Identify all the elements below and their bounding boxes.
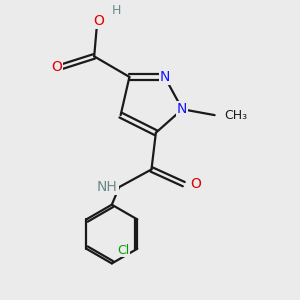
Text: O: O: [190, 177, 201, 191]
Text: O: O: [93, 14, 104, 28]
Text: H: H: [112, 4, 121, 17]
Text: N: N: [177, 102, 188, 116]
Text: CH₃: CH₃: [224, 109, 247, 122]
Text: N: N: [160, 70, 170, 84]
Text: O: O: [51, 60, 62, 74]
Text: Cl: Cl: [117, 244, 129, 257]
Text: NH: NH: [97, 180, 118, 194]
